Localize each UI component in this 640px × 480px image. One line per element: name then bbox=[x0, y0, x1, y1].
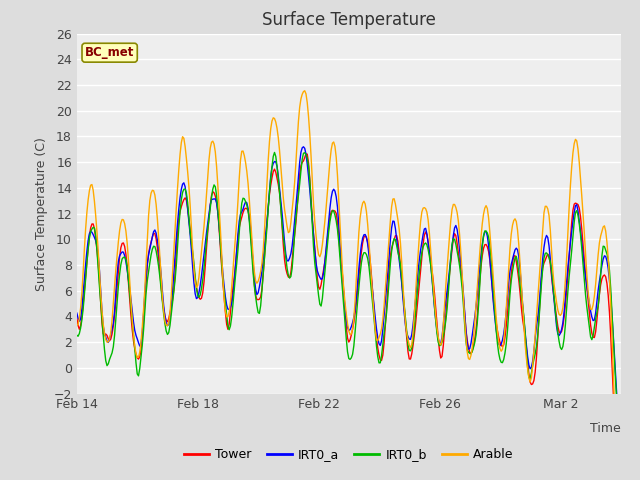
Arable bbox=[73, 323, 81, 328]
IRT0_b bbox=[99, 333, 107, 338]
Tower bbox=[511, 253, 519, 259]
Arable bbox=[390, 196, 398, 202]
Text: BC_met: BC_met bbox=[85, 46, 134, 59]
Title: Surface Temperature: Surface Temperature bbox=[262, 11, 436, 29]
IRT0_a bbox=[73, 310, 81, 316]
IRT0_b bbox=[73, 332, 81, 338]
Line: IRT0_b: IRT0_b bbox=[77, 153, 621, 446]
IRT0_b bbox=[122, 256, 130, 262]
X-axis label: Time: Time bbox=[590, 422, 621, 435]
IRT0_a bbox=[511, 247, 519, 253]
Tower bbox=[99, 331, 107, 337]
IRT0_a bbox=[122, 259, 130, 264]
IRT0_b bbox=[617, 444, 625, 449]
IRT0_b bbox=[202, 252, 209, 257]
Tower bbox=[390, 237, 398, 242]
Legend: Tower, IRT0_a, IRT0_b, Arable: Tower, IRT0_a, IRT0_b, Arable bbox=[179, 443, 518, 466]
IRT0_a bbox=[300, 144, 307, 150]
IRT0_a bbox=[396, 257, 403, 263]
IRT0_b bbox=[271, 150, 278, 156]
IRT0_b bbox=[396, 254, 403, 260]
Y-axis label: Surface Temperature (C): Surface Temperature (C) bbox=[35, 137, 48, 290]
Tower bbox=[396, 250, 403, 255]
IRT0_a bbox=[202, 240, 209, 245]
Arable bbox=[202, 209, 209, 215]
Line: IRT0_a: IRT0_a bbox=[77, 147, 621, 442]
Tower bbox=[122, 252, 130, 257]
Arable bbox=[99, 321, 107, 327]
IRT0_a bbox=[99, 324, 107, 329]
Arable bbox=[511, 216, 519, 222]
IRT0_a bbox=[617, 439, 625, 445]
IRT0_b bbox=[390, 236, 398, 241]
Arable bbox=[122, 228, 130, 234]
Arable bbox=[301, 88, 308, 94]
Tower bbox=[73, 315, 81, 321]
Line: Arable: Arable bbox=[77, 91, 621, 480]
IRT0_a bbox=[390, 218, 398, 224]
Tower bbox=[302, 151, 310, 157]
Line: Tower: Tower bbox=[77, 154, 621, 480]
Tower bbox=[202, 263, 209, 269]
Arable bbox=[396, 227, 403, 232]
IRT0_b bbox=[511, 255, 519, 261]
